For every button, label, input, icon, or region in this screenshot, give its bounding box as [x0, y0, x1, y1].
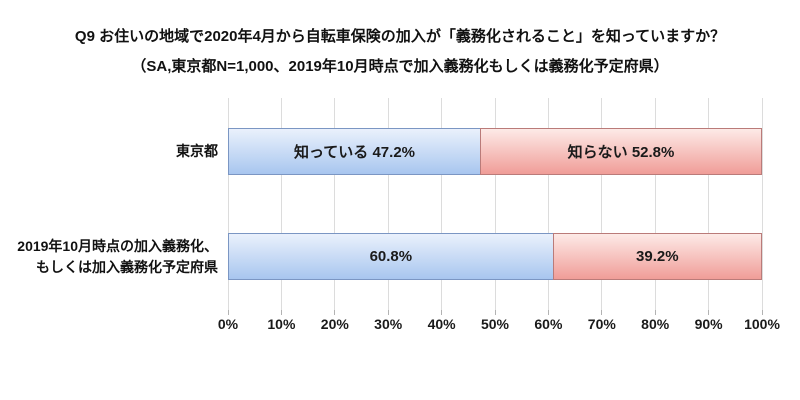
- x-axis-tick-label: 20%: [320, 316, 349, 332]
- axis-tickmark: [441, 310, 443, 315]
- x-axis-tick-label: 40%: [427, 316, 456, 332]
- plot-area: [227, 98, 763, 315]
- gridline: [494, 98, 496, 310]
- x-axis-tick-label: 60%: [534, 316, 563, 332]
- gridline: [334, 98, 336, 310]
- bar-segment-series-2: 知らない 52.8%: [480, 128, 762, 175]
- axis-tickmark: [387, 310, 389, 315]
- x-axis-tick-label: 90%: [694, 316, 723, 332]
- chart-title-block: Q9 お住いの地域で2020年4月から自転車保険の加入が「義務化されること」を知…: [0, 22, 800, 82]
- axis-tickmark: [708, 310, 710, 315]
- axis-tickmark: [280, 310, 282, 315]
- x-axis-tick-label: 10%: [267, 316, 296, 332]
- bar-segment-series-1: 知っている 47.2%: [228, 128, 481, 175]
- gridline: [227, 98, 229, 310]
- axis-tickmark: [761, 310, 763, 315]
- chart-subtitle: （SA,東京都N=1,000、2019年10月時点で加入義務化もしくは義務化予定…: [131, 58, 669, 75]
- bar-segment-series-1: 60.8%: [228, 233, 553, 280]
- axis-tickmark: [227, 310, 229, 315]
- x-axis-tick-label: 50%: [480, 316, 510, 332]
- axis-tickmark: [601, 310, 603, 315]
- gridline: [280, 98, 282, 310]
- gridline: [441, 98, 443, 310]
- x-axis-tick-label: 100%: [744, 316, 780, 332]
- bar-row: 知っている 47.2% 知らない 52.8%: [228, 128, 762, 175]
- category-label: 2019年10月時点の加入義務化、もしくは加入義務化予定府県: [0, 236, 218, 278]
- x-axis-tick-label: 0%: [217, 316, 239, 332]
- x-axis-tick-label: 70%: [587, 316, 616, 332]
- chart-title: Q9 お住いの地域で2020年4月から自転車保険の加入が「義務化されること」を知…: [74, 28, 726, 45]
- axis-tickmark: [654, 310, 656, 315]
- x-axis-tick-label: 80%: [641, 316, 670, 332]
- category-label: 東京都: [0, 141, 218, 162]
- category-label-line: 2019年10月時点の加入義務化、: [17, 237, 218, 254]
- x-axis-tick-label: 30%: [374, 316, 403, 332]
- gridline: [761, 98, 763, 310]
- axis-tickmark: [334, 310, 336, 315]
- bar-segment-series-2: 39.2%: [552, 233, 762, 280]
- category-label-line: 東京都: [176, 143, 218, 159]
- gridline: [601, 98, 603, 310]
- gridline: [387, 98, 389, 310]
- axis-tickmark: [494, 310, 496, 315]
- category-label-line: もしくは加入義務化予定府県: [36, 258, 218, 275]
- bar-row: 60.8% 39.2%: [228, 233, 762, 280]
- gridline: [654, 98, 656, 310]
- axis-tickmark: [547, 310, 549, 315]
- gridline: [708, 98, 710, 310]
- gridline: [547, 98, 549, 310]
